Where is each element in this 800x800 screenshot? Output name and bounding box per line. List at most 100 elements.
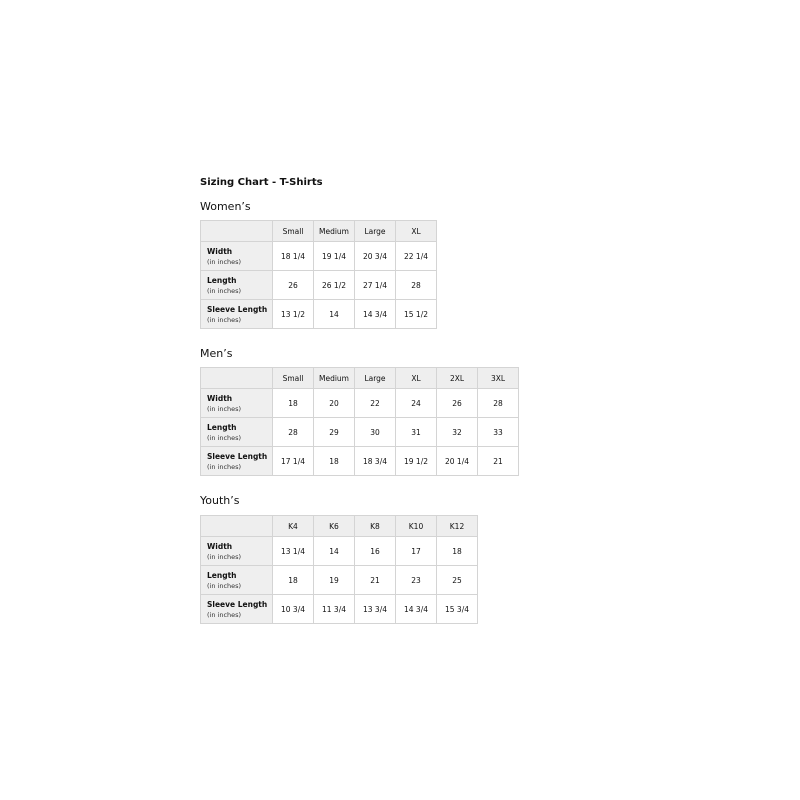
value-cell: 27 1/4 [354, 270, 396, 300]
value-cell: 21 [354, 565, 396, 595]
row-label: Sleeve Length (in inches) [200, 446, 273, 476]
measurement-name: Sleeve Length [207, 599, 268, 609]
size-header: Large [354, 367, 396, 389]
unit-label: (in inches) [207, 315, 242, 324]
measurement-name: Width [207, 393, 233, 403]
value-cell: 19 [313, 565, 355, 595]
row-label: Length (in inches) [200, 565, 273, 595]
size-header: 2XL [436, 367, 478, 389]
unit-label: (in inches) [207, 404, 242, 413]
corner-cell [200, 515, 273, 537]
size-header: Medium [313, 367, 355, 389]
value-cell: 28 [395, 270, 437, 300]
measurement-name: Width [207, 246, 233, 256]
section-heading: Youth’s [200, 494, 240, 507]
header-row: Small Medium Large XL [200, 220, 437, 242]
value-cell: 15 3/4 [436, 594, 478, 624]
measurement-name: Length [207, 422, 237, 432]
size-header: K4 [272, 515, 314, 537]
value-cell: 15 1/2 [395, 299, 437, 329]
value-cell: 17 1/4 [272, 446, 314, 476]
size-table: Small Medium Large XL Width (in inches) 18 1/4… [200, 220, 437, 329]
corner-cell [200, 367, 273, 389]
unit-label: (in inches) [207, 433, 242, 442]
value-cell: 28 [272, 417, 314, 447]
value-cell: 30 [354, 417, 396, 447]
row-label: Width (in inches) [200, 536, 273, 566]
table-row: Length (in inches) 28 29 30 31 32 33 [200, 417, 519, 447]
value-cell: 22 1/4 [395, 241, 437, 271]
row-label: Sleeve Length (in inches) [200, 299, 273, 329]
table-row: Width (in inches) 18 1/4 19 1/4 20 3/4 22 1/4 [200, 241, 437, 271]
value-cell: 23 [395, 565, 437, 595]
table-row: Width (in inches) 13 1/4 14 16 17 18 [200, 536, 478, 566]
measurement-name: Sleeve Length [207, 451, 268, 461]
value-cell: 18 1/4 [272, 241, 314, 271]
corner-cell [200, 220, 273, 242]
unit-label: (in inches) [207, 286, 242, 295]
table-row: Sleeve Length (in inches) 13 1/2 14 14 3/4 15… [200, 299, 437, 329]
value-cell: 19 1/2 [395, 446, 437, 476]
value-cell: 16 [354, 536, 396, 566]
value-cell: 14 3/4 [395, 594, 437, 624]
value-cell: 22 [354, 388, 396, 418]
row-label: Sleeve Length (in inches) [200, 594, 273, 624]
size-header: XL [395, 220, 437, 242]
value-cell: 20 [313, 388, 355, 418]
size-table: K4 K6 K8 K10 K12 Width (in inches) 13 1/4 14 16 17… [200, 515, 478, 624]
value-cell: 25 [436, 565, 478, 595]
unit-label: (in inches) [207, 257, 242, 266]
section-heading: Men’s [200, 347, 233, 360]
value-cell: 13 3/4 [354, 594, 396, 624]
value-cell: 13 1/4 [272, 536, 314, 566]
unit-label: (in inches) [207, 610, 242, 619]
value-cell: 18 [313, 446, 355, 476]
value-cell: 21 [477, 446, 519, 476]
size-header: Small [272, 367, 314, 389]
value-cell: 14 3/4 [354, 299, 396, 329]
value-cell: 18 3/4 [354, 446, 396, 476]
unit-label: (in inches) [207, 462, 242, 471]
value-cell: 18 [272, 565, 314, 595]
value-cell: 14 [313, 299, 355, 329]
table-row: Length (in inches) 26 26 1/2 27 1/4 28 [200, 270, 437, 300]
page-title: Sizing Chart - T-Shirts [200, 177, 323, 188]
size-header: K8 [354, 515, 396, 537]
section-heading: Women’s [200, 200, 251, 213]
measurement-name: Length [207, 570, 237, 580]
value-cell: 32 [436, 417, 478, 447]
size-header: K10 [395, 515, 437, 537]
value-cell: 17 [395, 536, 437, 566]
value-cell: 20 1/4 [436, 446, 478, 476]
value-cell: 24 [395, 388, 437, 418]
value-cell: 20 3/4 [354, 241, 396, 271]
value-cell: 26 [272, 270, 314, 300]
header-row: Small Medium Large XL 2XL 3XL [200, 367, 519, 389]
measurement-name: Sleeve Length [207, 304, 268, 314]
row-label: Width (in inches) [200, 241, 273, 271]
table-row: Sleeve Length (in inches) 10 3/4 11 3/4 13 3… [200, 594, 478, 624]
value-cell: 10 3/4 [272, 594, 314, 624]
row-label: Width (in inches) [200, 388, 273, 418]
size-header: Small [272, 220, 314, 242]
measurement-name: Width [207, 541, 233, 551]
table-row: Width (in inches) 18 20 22 24 26 28 [200, 388, 519, 418]
value-cell: 14 [313, 536, 355, 566]
value-cell: 19 1/4 [313, 241, 355, 271]
value-cell: 11 3/4 [313, 594, 355, 624]
measurement-name: Length [207, 275, 237, 285]
unit-label: (in inches) [207, 581, 242, 590]
value-cell: 28 [477, 388, 519, 418]
size-header: Medium [313, 220, 355, 242]
value-cell: 26 1/2 [313, 270, 355, 300]
table-row: Length (in inches) 18 19 21 23 25 [200, 565, 478, 595]
value-cell: 29 [313, 417, 355, 447]
value-cell: 33 [477, 417, 519, 447]
size-header: 3XL [477, 367, 519, 389]
value-cell: 26 [436, 388, 478, 418]
size-header: XL [395, 367, 437, 389]
row-label: Length (in inches) [200, 270, 273, 300]
size-header: Large [354, 220, 396, 242]
value-cell: 13 1/2 [272, 299, 314, 329]
size-header: K12 [436, 515, 478, 537]
